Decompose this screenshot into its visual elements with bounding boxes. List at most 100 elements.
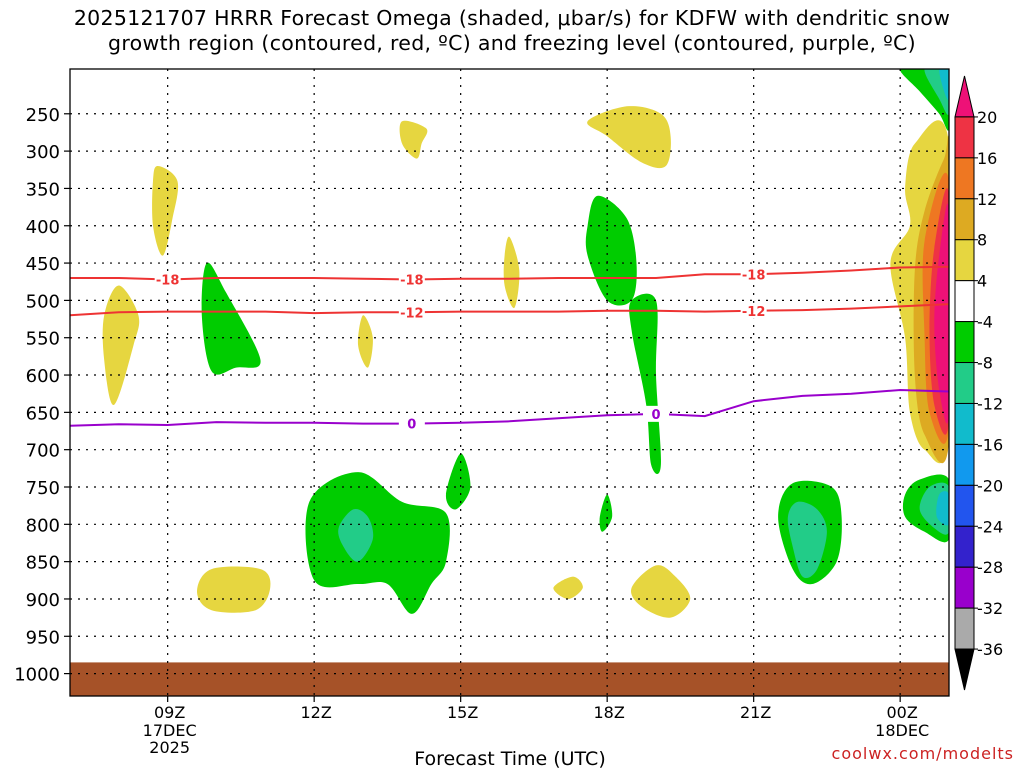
x-tick-year-09Z: 2025 <box>149 738 190 757</box>
colorbar-label-7: -12 <box>977 394 1003 413</box>
omega-region-2 <box>399 120 428 159</box>
y-tick-label-300: 300 <box>26 142 60 163</box>
y-tick-label-700: 700 <box>26 441 60 462</box>
colorbar-swatch-2 <box>954 157 975 200</box>
omega-region-28 <box>936 491 949 526</box>
credit-text: coolwx.com/modelts <box>831 744 1014 763</box>
colorbar-swatch-5 <box>954 280 975 323</box>
dgz-minus12-label-bg <box>398 304 425 321</box>
plot-frame <box>69 68 950 697</box>
colorbar-label-5: -4 <box>977 313 993 332</box>
colorbar-label-11: -28 <box>977 558 1003 577</box>
colorbar-swatch-1 <box>954 116 975 159</box>
colorbar-swatch-9 <box>954 443 975 486</box>
dgz-minus12-line <box>70 303 949 317</box>
colorbar-label-10: -24 <box>977 517 1003 536</box>
y-tick-label-650: 650 <box>26 403 60 424</box>
omega-region-18 <box>305 472 450 614</box>
colorbar-label-13: -36 <box>977 640 1003 659</box>
y-tick-label-250: 250 <box>26 105 60 126</box>
chart-title-line-1: 2025121707 HRRR Forecast Omega (shaded, … <box>73 6 951 30</box>
y-tick-label-350: 350 <box>26 179 60 200</box>
omega-region-6 <box>197 566 271 613</box>
x-tick-date-00Z: 18DEC <box>875 721 929 740</box>
dgz-minus18-label: -18 <box>742 268 766 283</box>
x-tick-label-00Z: 00Z <box>887 703 918 722</box>
colorbar-swatch-4 <box>954 239 975 282</box>
y-tick-label-600: 600 <box>26 366 60 387</box>
x-tick-label-15Z: 15Z <box>447 703 478 722</box>
omega-region-16 <box>585 195 637 306</box>
dgz-minus12-label: -12 <box>400 306 424 321</box>
dgz-minus12-label-bg <box>740 302 767 319</box>
colorbar-swatch-7 <box>954 362 975 404</box>
y-tick-label-1000: 1000 <box>14 665 60 686</box>
omega-region-25 <box>787 501 827 579</box>
x-axis-label: Forecast Time (UTC) <box>414 748 605 768</box>
omega-region-24 <box>338 508 374 562</box>
x-tick-label-12Z: 12Z <box>301 703 332 722</box>
contour-lines: -18 -18 -18 -12 -12 0 0 <box>70 265 949 433</box>
omega-region-8 <box>553 576 583 599</box>
omega-region-1 <box>152 166 179 256</box>
colorbar-label-1: 16 <box>977 149 997 168</box>
x-tick-label-18Z: 18Z <box>594 703 625 722</box>
colorbar-label-0: 20 <box>977 108 997 127</box>
grid-lines <box>70 69 949 696</box>
freezing-level-label: 0 <box>651 408 660 423</box>
y-tick-label-450: 450 <box>26 254 60 275</box>
dgz-minus18-label: -18 <box>156 273 180 288</box>
omega-region-4 <box>357 315 373 368</box>
colorbar-swatch-bottom-arrow <box>954 648 975 691</box>
colorbar-label-4: 4 <box>977 272 987 291</box>
colorbar-swatch-10 <box>954 484 975 527</box>
colorbar-label-6: -8 <box>977 354 993 373</box>
colorbar-swatch-3 <box>954 198 975 241</box>
dgz-minus18-label-bg <box>740 266 767 283</box>
dgz-minus18-line <box>70 265 949 281</box>
colorbar-swatch-6 <box>954 321 975 364</box>
colorbar-label-2: 12 <box>977 190 997 209</box>
omega-region-17 <box>629 293 661 475</box>
y-tick-label-950: 950 <box>26 627 60 648</box>
chart-title: 2025121707 HRRR Forecast Omega (shaded, … <box>0 6 1024 56</box>
omega-region-5 <box>587 106 671 169</box>
y-tick-label-750: 750 <box>26 478 60 499</box>
colorbar-swatch-11 <box>954 525 975 568</box>
omega-region-13 <box>934 203 949 424</box>
dgz-minus12-label: -12 <box>742 305 766 320</box>
colorbar-swatch-13 <box>954 607 975 650</box>
x-tick-label-21Z: 21Z <box>740 703 771 722</box>
colorbar-swatch-8 <box>954 402 975 445</box>
y-tick-label-800: 800 <box>26 515 60 536</box>
colorbar-label-3: 8 <box>977 231 987 250</box>
y-tick-label-500: 500 <box>26 291 60 312</box>
omega-region-3 <box>503 236 520 309</box>
pressure-axis: 250 300 350 400 450 500 550 600 650 700 750 800 850 9… <box>14 105 70 686</box>
y-tick-label-550: 550 <box>26 329 60 350</box>
dgz-minus18-label: -18 <box>400 273 424 288</box>
y-tick-label-400: 400 <box>26 217 60 238</box>
omega-region-19 <box>445 453 471 510</box>
colorbar-label-9: -20 <box>977 476 1003 495</box>
y-tick-label-850: 850 <box>26 553 60 574</box>
freezing-level-line <box>70 388 949 427</box>
omega-region-14 <box>648 576 669 604</box>
omega-shaded-regions <box>102 69 949 618</box>
colorbar-swatch-top-arrow <box>954 75 975 118</box>
freezing-level-label-bg <box>398 415 425 432</box>
colorbar-label-12: -32 <box>977 599 1003 618</box>
colorbar-swatch-12 <box>954 566 975 609</box>
chart-title-line-2: growth region (contoured, red, ºC) and f… <box>108 31 916 55</box>
omega-region-20 <box>599 494 613 532</box>
x-tick-label-09Z: 09Z <box>154 703 185 722</box>
dgz-minus18-label-bg <box>398 271 425 288</box>
freezing-level-label: 0 <box>407 418 416 433</box>
y-tick-label-900: 900 <box>26 590 60 611</box>
freezing-level-label-bg <box>643 405 669 422</box>
ground-below-surface <box>70 662 949 696</box>
omega-region-0 <box>102 285 140 406</box>
omega-region-29 <box>939 69 949 100</box>
